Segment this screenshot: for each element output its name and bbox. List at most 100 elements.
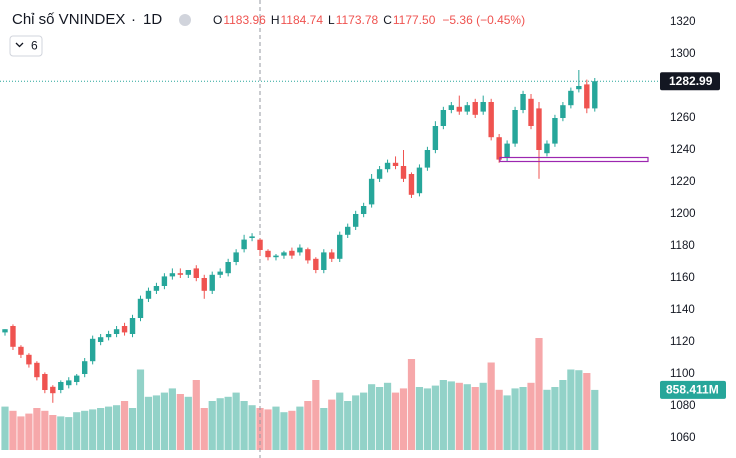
candle-body xyxy=(2,329,8,333)
candle-body xyxy=(384,162,391,170)
last-price-label: 1282.99 xyxy=(669,74,713,88)
y-tick-label: 1160 xyxy=(670,272,695,284)
candle-body xyxy=(34,362,40,378)
volume-bar xyxy=(280,412,288,450)
candle-body xyxy=(10,326,16,347)
volume-bar xyxy=(160,392,168,450)
volume-bar xyxy=(208,401,216,450)
candle-body xyxy=(105,334,112,338)
volume-bar xyxy=(463,384,471,450)
volume-bar xyxy=(33,408,41,450)
ohlc-value: 1173.78 xyxy=(336,13,379,27)
y-tick-label: 1060 xyxy=(670,432,696,444)
volume-bar xyxy=(575,370,583,450)
volume-bar xyxy=(487,362,495,450)
volume-bar xyxy=(1,406,9,450)
volume-bar xyxy=(248,405,256,450)
candle-body xyxy=(209,274,215,291)
volume-bar xyxy=(567,369,575,450)
volume-bar xyxy=(17,416,25,450)
volume-bar xyxy=(391,392,400,450)
volume-bar xyxy=(288,410,296,450)
ohlc-value: 1184.74 xyxy=(281,13,324,27)
candle-body xyxy=(376,169,383,179)
candle-body xyxy=(576,86,582,90)
volume-bar xyxy=(128,408,137,450)
y-tick-label: 1080 xyxy=(670,400,696,412)
indicators-toggle[interactable] xyxy=(9,35,43,57)
y-tick-label: 1260 xyxy=(670,112,696,124)
candle-body xyxy=(464,105,470,112)
volume-bar xyxy=(344,401,352,450)
candle-body xyxy=(193,268,199,278)
ohlc-value: 1177.50 xyxy=(393,13,436,27)
volume-bar xyxy=(49,415,57,450)
candle-body xyxy=(352,214,359,227)
candle-body xyxy=(408,174,415,195)
volume-bar xyxy=(168,388,176,450)
candle-body xyxy=(289,250,295,256)
volume-bar xyxy=(73,412,81,450)
volume-bar xyxy=(352,395,360,450)
candle-body xyxy=(480,102,486,112)
volume-bar xyxy=(224,396,232,450)
candle-body xyxy=(129,318,136,334)
candle-layer xyxy=(2,70,598,403)
volume-bar xyxy=(535,338,543,450)
volume-bar xyxy=(423,388,432,450)
volume-bar xyxy=(81,410,89,450)
candle-body xyxy=(360,206,367,214)
candle-body xyxy=(273,255,279,258)
candle-body xyxy=(536,108,542,150)
candle-body xyxy=(392,162,399,166)
volume-bar xyxy=(455,382,463,450)
volume-bar xyxy=(105,406,113,450)
volume-bar xyxy=(328,399,336,450)
volume-bar xyxy=(112,405,121,450)
volume-bar xyxy=(527,382,535,450)
candle-body xyxy=(66,380,72,386)
y-tick-label: 1220 xyxy=(670,176,696,188)
candle-body xyxy=(281,252,287,256)
volume-bar xyxy=(439,380,447,450)
volume-bar xyxy=(41,410,49,450)
candle-body xyxy=(488,102,494,138)
volume-bar xyxy=(240,401,248,450)
candle-body xyxy=(201,278,207,291)
volume-bar xyxy=(296,406,304,450)
volume-bar xyxy=(200,408,208,450)
candle-body xyxy=(592,81,598,109)
volume-bar xyxy=(144,396,153,450)
chevron-icon xyxy=(15,42,24,48)
volume-bar xyxy=(25,413,33,450)
volume-bar xyxy=(192,380,200,450)
ohlc-legend: O 1183.96 H 1184.74 L 1173.78 C 1177.50 −5.36 (−… xyxy=(213,13,525,27)
candle-body xyxy=(50,386,56,394)
symbol-title: Chỉ số VNINDEX xyxy=(12,11,125,28)
candle-body xyxy=(265,250,271,258)
volume-bar xyxy=(495,389,503,450)
volume-bar xyxy=(57,416,65,450)
candle-body xyxy=(58,382,64,390)
candle-body xyxy=(472,102,478,115)
separator: · xyxy=(131,11,136,28)
candle-body xyxy=(456,106,462,112)
volume-bar xyxy=(471,387,479,450)
candle-body xyxy=(113,329,120,334)
volume-bar xyxy=(559,380,567,450)
candle-body xyxy=(97,337,104,342)
volume-label: 858.411M xyxy=(666,383,719,397)
candle-body xyxy=(552,118,558,144)
y-tick-label: 1200 xyxy=(670,208,696,220)
volume-bar xyxy=(232,392,240,450)
ohlc-key: L xyxy=(328,13,335,27)
candle-body xyxy=(568,90,574,106)
price-axis: 1060 1080 1100 1120 1140 1160 1180 1200 1220 1240… xyxy=(658,16,696,444)
overlay: 1282.99 858.411M xyxy=(0,72,726,399)
volume-bar xyxy=(120,401,129,450)
candle-body xyxy=(440,110,447,126)
volume-bar xyxy=(583,373,591,450)
price-change: −5.36 (−0.45%) xyxy=(442,13,525,27)
status-dot xyxy=(179,14,191,26)
